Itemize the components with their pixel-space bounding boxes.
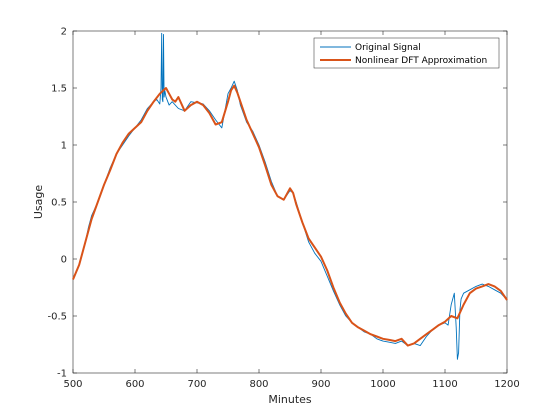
- x-tick-label: 1200: [494, 379, 519, 390]
- x-tick-label: 900: [311, 379, 330, 390]
- x-tick-label: 800: [249, 379, 268, 390]
- legend-label-original-signal: Original Signal: [355, 43, 421, 53]
- series-layer: [72, 32, 508, 360]
- y-axis-label: Usage: [32, 185, 45, 220]
- y-tick-label: -1: [57, 369, 67, 380]
- plot-area: [72, 30, 508, 374]
- y-tick-label: 1: [61, 141, 67, 152]
- y-tick-label: 0.5: [51, 198, 67, 209]
- x-axis-label: Minutes: [268, 393, 312, 406]
- x-tick-label: 1000: [370, 379, 395, 390]
- x-tick-label: 600: [125, 379, 144, 390]
- legend: Original Signal Nonlinear DFT Approximat…: [313, 37, 500, 69]
- x-tick-label: 700: [187, 379, 206, 390]
- x-tick-label: 1100: [432, 379, 457, 390]
- y-tick-label: 0: [61, 255, 67, 266]
- series-line-nonlinear-dft-approximation: [72, 84, 508, 347]
- y-tick-label: -0.5: [47, 312, 67, 323]
- y-axis-ticks: -1 -0.5 0 0.5 1 1.5 2: [47, 27, 507, 380]
- x-tick-label: 500: [63, 379, 82, 390]
- legend-box: [313, 37, 500, 69]
- y-tick-label: 1.5: [51, 84, 67, 95]
- y-tick-label: 2: [61, 27, 67, 38]
- x-axis-ticks: 500 600 700 800 900 1000 1100 1200: [63, 31, 520, 390]
- legend-label-nonlinear-dft-approximation: Nonlinear DFT Approximation: [355, 56, 487, 66]
